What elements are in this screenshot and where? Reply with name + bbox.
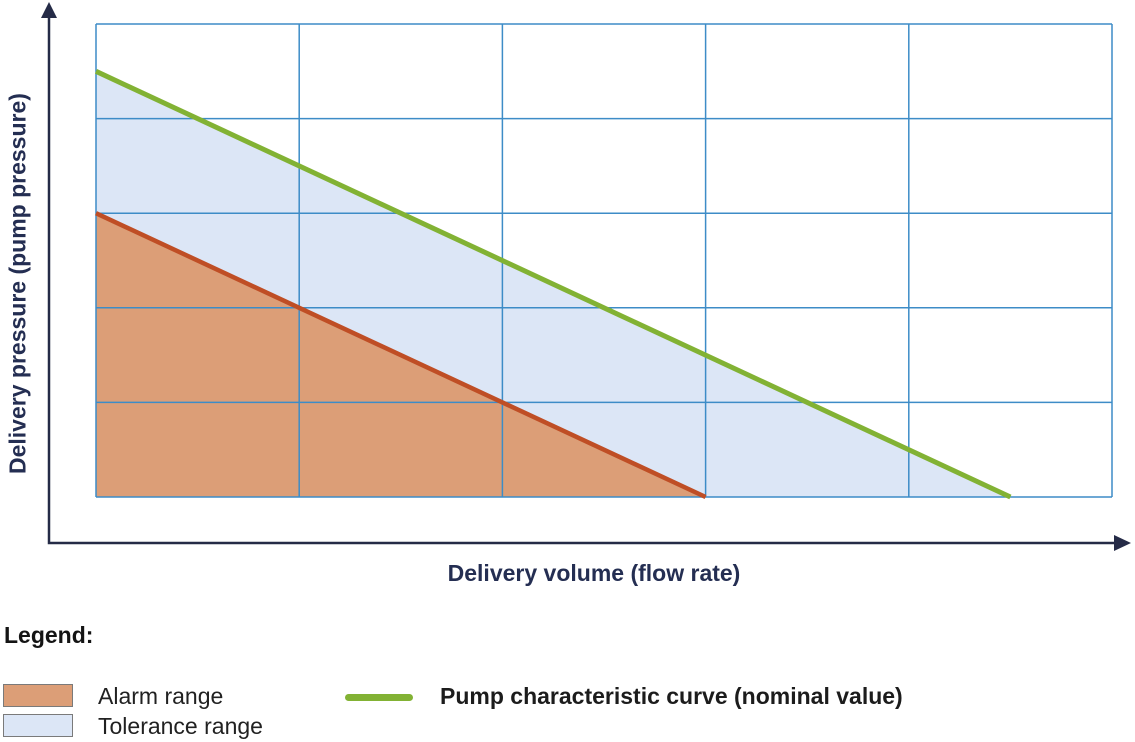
alarm-range-boundary-line: [95, 211, 707, 500]
legend-title: Legend:: [4, 622, 94, 648]
pump-characteristic-curve-nominal-value-line: [94, 69, 1012, 500]
tolerance-range-swatch: [3, 714, 73, 737]
pump-curve-legend-line: [345, 694, 413, 701]
alarm-range-swatch: [3, 684, 73, 707]
pump-curve-legend-label: Pump characteristic curve (nominal value…: [440, 683, 903, 709]
y-axis-label: Delivery pressure (pump pressure): [4, 93, 31, 475]
tolerance-range-label: Tolerance range: [98, 713, 263, 739]
x-axis-label: Delivery volume (flow rate): [447, 560, 741, 586]
alarm-range-label: Alarm range: [98, 683, 224, 709]
axis-lines: [47, 16, 1116, 545]
y-axis-arrowhead-icon: [41, 2, 57, 18]
x-axis-arrowhead-icon: [1114, 535, 1131, 551]
